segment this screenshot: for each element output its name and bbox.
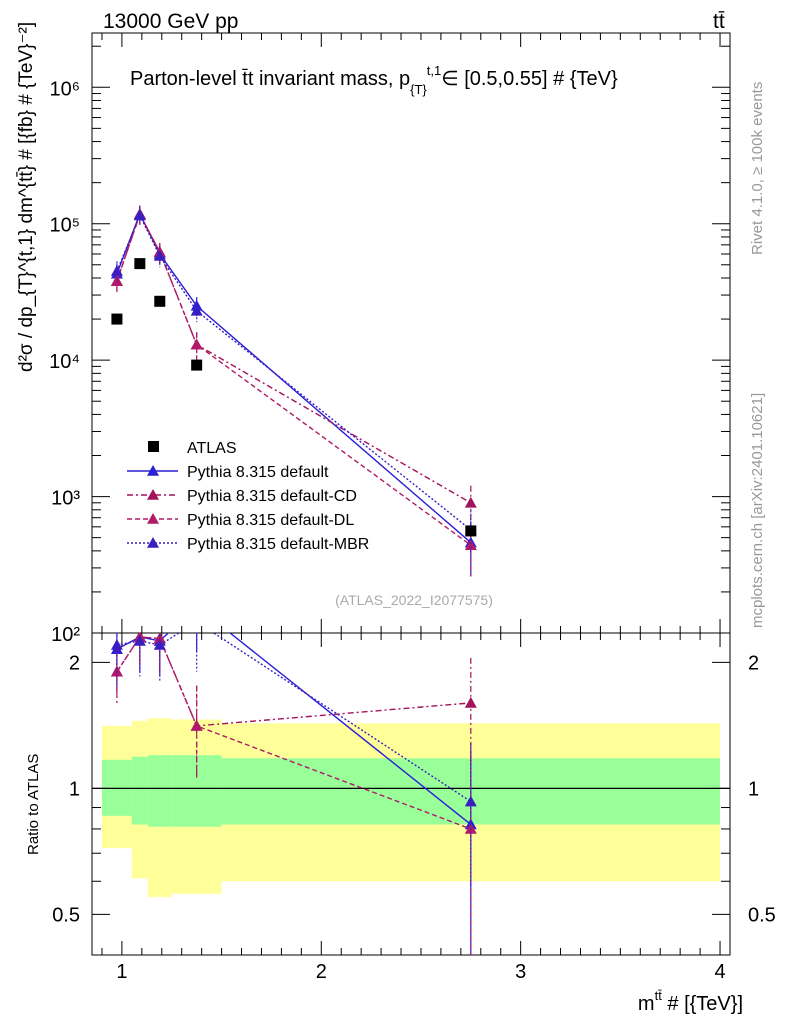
plot-title-main: Parton-level t̄t invariant mass, p [130,68,410,90]
legend-label: Pythia 8.315 default-DL [187,512,354,529]
ratio-tick-label: 0.5 [52,904,80,926]
header-left: 13000 GeV pp [103,10,238,33]
ratio-line [116,636,472,830]
y-tick-label: 10⁵ [49,215,80,237]
ratio-y-axis-label: Ratio to ATLAS [25,754,42,855]
y-tick-label: 10³ [51,488,80,510]
series-marker [464,539,477,551]
plot-title-sup: t,1 [427,63,441,78]
mcplots-label: mcplots.cern.ch [arXiv:2401.10621] [749,393,766,628]
y-tick-label: 10⁶ [50,78,80,100]
uncertainty-bands [101,718,721,898]
plot-title: Parton-level t̄t invariant mass, p{T}t,1… [130,63,618,97]
x-tick-label: 4 [714,961,725,983]
series-marker [110,265,123,276]
x-axis-label-main: m [638,993,655,1015]
legend-marker [147,513,159,524]
legend-marker [147,537,159,548]
series-marker [133,209,146,221]
ratio-tick-label: 2 [69,652,80,674]
ratio-marker [133,634,146,646]
legend-marker [147,465,159,476]
ratio-tick-label-right: 2 [748,652,759,674]
legend-marker [147,489,159,500]
legend-label: Pythia 8.315 default-CD [187,488,357,505]
ratio-marker [110,665,123,677]
ratio-marker [153,638,166,650]
x-tick-label: 1 [116,961,127,983]
main-series [110,205,477,577]
main-plot: 10² 10³ 10⁴ 10⁵ 10⁶ [49,32,731,955]
ratio-tick-label-right: 0.5 [748,904,776,926]
legend-data-marker [148,441,159,452]
data-point [465,525,477,537]
ratio-marker [464,696,477,708]
ratio-line [116,633,472,803]
series-marker [190,304,203,316]
ratio-line [116,636,471,727]
data-point [111,313,123,325]
ratio-frame [91,632,731,956]
y-axis-label: d²σ / dp_{T}^{t,1} dm^{tt̄} # [{fb} # {T… [16,22,37,372]
ratio-plot: 1 2 3 4 0.5 0.5 1 1 2 2 [52,600,776,983]
series-marker [190,338,203,350]
analysis-watermark: (ATLAS_2022_I2077575) [335,592,493,608]
ratio-marker [191,616,203,627]
ratio-marker [110,638,123,650]
y-tick-label: 10⁴ [49,351,80,373]
ratio-tick-label: 1 [69,778,80,800]
data-point [191,359,203,371]
y-tick-label: 10² [51,624,80,646]
series-line [116,212,472,504]
header-right: tt̄ [713,10,725,33]
data-point [154,295,166,307]
ratio-marker [153,633,166,644]
series-marker [464,496,477,508]
ratio-marker [464,795,477,807]
plot-title-sub: {T} [410,82,427,97]
series-line [116,213,472,531]
ratio-marker [191,600,203,611]
x-tick-label: 2 [316,961,327,983]
legend-label: ATLAS [187,440,237,457]
data-point [134,258,146,270]
legend-label: Pythia 8.315 default [187,464,329,481]
x-axis-label: mtt̄ # [{TeV}] [638,988,743,1015]
legend-label: Pythia 8.315 default-MBR [187,536,369,553]
ratio-tick-label-right: 1 [748,778,759,800]
green-band-segment [131,756,148,825]
x-axis-label-sup: tt̄ [655,988,663,1003]
series-marker [153,249,166,261]
green-band-segment [147,755,172,827]
plot-title-rest: ∈ [0.5,0.55] # {TeV} [441,68,618,90]
ratio-series [110,600,477,955]
series-marker [110,275,123,286]
x-tick-label: 3 [515,961,526,983]
ratio-marker [190,719,203,731]
legend: ATLAS Pythia 8.315 default Pythia 8.315 de… [127,440,369,553]
rivet-label: Rivet 4.1.0, ≥ 100k events [749,82,766,255]
x-axis-label-rest: # [{TeV}] [662,993,743,1015]
